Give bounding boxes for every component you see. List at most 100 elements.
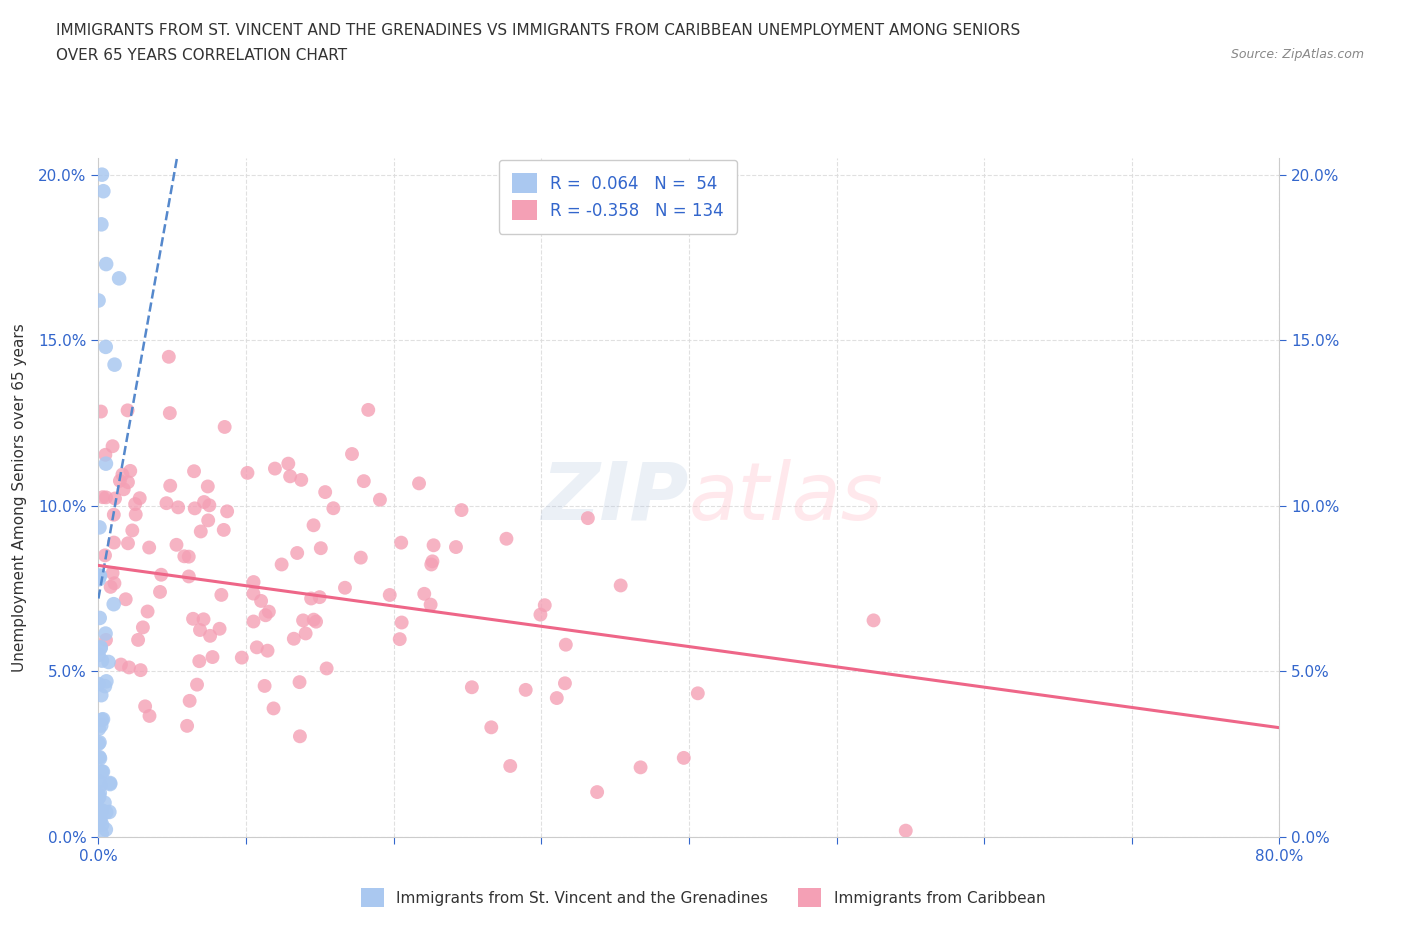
Point: [117, 403, 139, 418]
Point: [90, 718, 112, 733]
Point: [87, 788, 110, 803]
Point: [257, 604, 280, 619]
Point: [499, 759, 522, 774]
Y-axis label: Unemployment Among Seniors over 65 years: Unemployment Among Seniors over 65 years: [13, 324, 27, 671]
Point: [129, 663, 152, 678]
Point: [672, 751, 695, 765]
Point: [91, 490, 114, 505]
Point: [212, 523, 235, 538]
Point: [108, 271, 131, 286]
Point: [554, 637, 576, 652]
Legend: R =  0.064   N =  54, R = -0.358   N = 134: R = 0.064 N = 54, R = -0.358 N = 134: [499, 160, 737, 233]
Point: [138, 540, 160, 555]
Point: [121, 523, 143, 538]
Point: [101, 439, 124, 454]
Point: [461, 680, 484, 695]
Point: [89, 568, 111, 583]
Point: [299, 591, 322, 606]
Point: [103, 597, 125, 612]
Point: [198, 629, 221, 644]
Point: [256, 644, 278, 658]
Point: [388, 631, 411, 646]
Point: [208, 621, 231, 636]
Point: [533, 598, 555, 613]
Point: [91, 653, 114, 668]
Point: [90, 641, 112, 656]
Point: [270, 557, 292, 572]
Point: [124, 497, 146, 512]
Point: [87, 647, 110, 662]
Point: [179, 694, 201, 709]
Point: [93, 795, 115, 810]
Point: [98, 804, 121, 819]
Point: [231, 650, 253, 665]
Point: [94, 447, 117, 462]
Point: [94, 257, 117, 272]
Point: [87, 790, 110, 804]
Point: [546, 691, 568, 706]
Point: [193, 495, 215, 510]
Point: [87, 293, 110, 308]
Point: [89, 610, 111, 625]
Point: [322, 500, 344, 515]
Point: [96, 674, 118, 689]
Point: [378, 588, 401, 603]
Point: [90, 688, 112, 703]
Point: [554, 676, 576, 691]
Point: [308, 590, 330, 604]
Point: [176, 718, 198, 733]
Point: [103, 576, 125, 591]
Point: [112, 482, 135, 497]
Point: [87, 737, 110, 751]
Point: [315, 661, 337, 676]
Point: [110, 658, 132, 672]
Point: [100, 579, 122, 594]
Point: [201, 650, 224, 665]
Point: [254, 608, 277, 623]
Point: [94, 632, 117, 647]
Point: [450, 502, 472, 517]
Point: [250, 593, 273, 608]
Point: [108, 473, 131, 488]
Point: [117, 536, 139, 551]
Point: [117, 474, 139, 489]
Point: [186, 677, 208, 692]
Point: [302, 612, 325, 627]
Point: [242, 575, 264, 590]
Point: [278, 469, 301, 484]
Point: [90, 804, 112, 818]
Point: [242, 586, 264, 601]
Point: [422, 554, 444, 569]
Point: [98, 776, 121, 790]
Point: [309, 540, 332, 555]
Point: [214, 419, 236, 434]
Point: [305, 614, 328, 629]
Text: Source: ZipAtlas.com: Source: ZipAtlas.com: [1230, 48, 1364, 61]
Point: [529, 607, 551, 622]
Point: [188, 622, 211, 637]
Point: [114, 591, 136, 606]
Point: [236, 465, 259, 480]
Point: [89, 813, 111, 828]
Point: [94, 339, 117, 354]
Point: [101, 565, 124, 580]
Text: atlas: atlas: [689, 458, 884, 537]
Point: [98, 777, 121, 791]
Point: [87, 774, 110, 789]
Point: [340, 446, 363, 461]
Point: [408, 476, 430, 491]
Point: [91, 167, 114, 182]
Point: [190, 524, 212, 538]
Point: [209, 588, 232, 603]
Point: [134, 699, 156, 714]
Point: [97, 655, 120, 670]
Point: [87, 572, 110, 587]
Point: [292, 613, 315, 628]
Point: [183, 464, 205, 479]
Point: [159, 478, 181, 493]
Point: [94, 548, 117, 563]
Point: [368, 492, 391, 507]
Point: [118, 660, 141, 675]
Point: [128, 491, 150, 506]
Point: [389, 535, 412, 550]
